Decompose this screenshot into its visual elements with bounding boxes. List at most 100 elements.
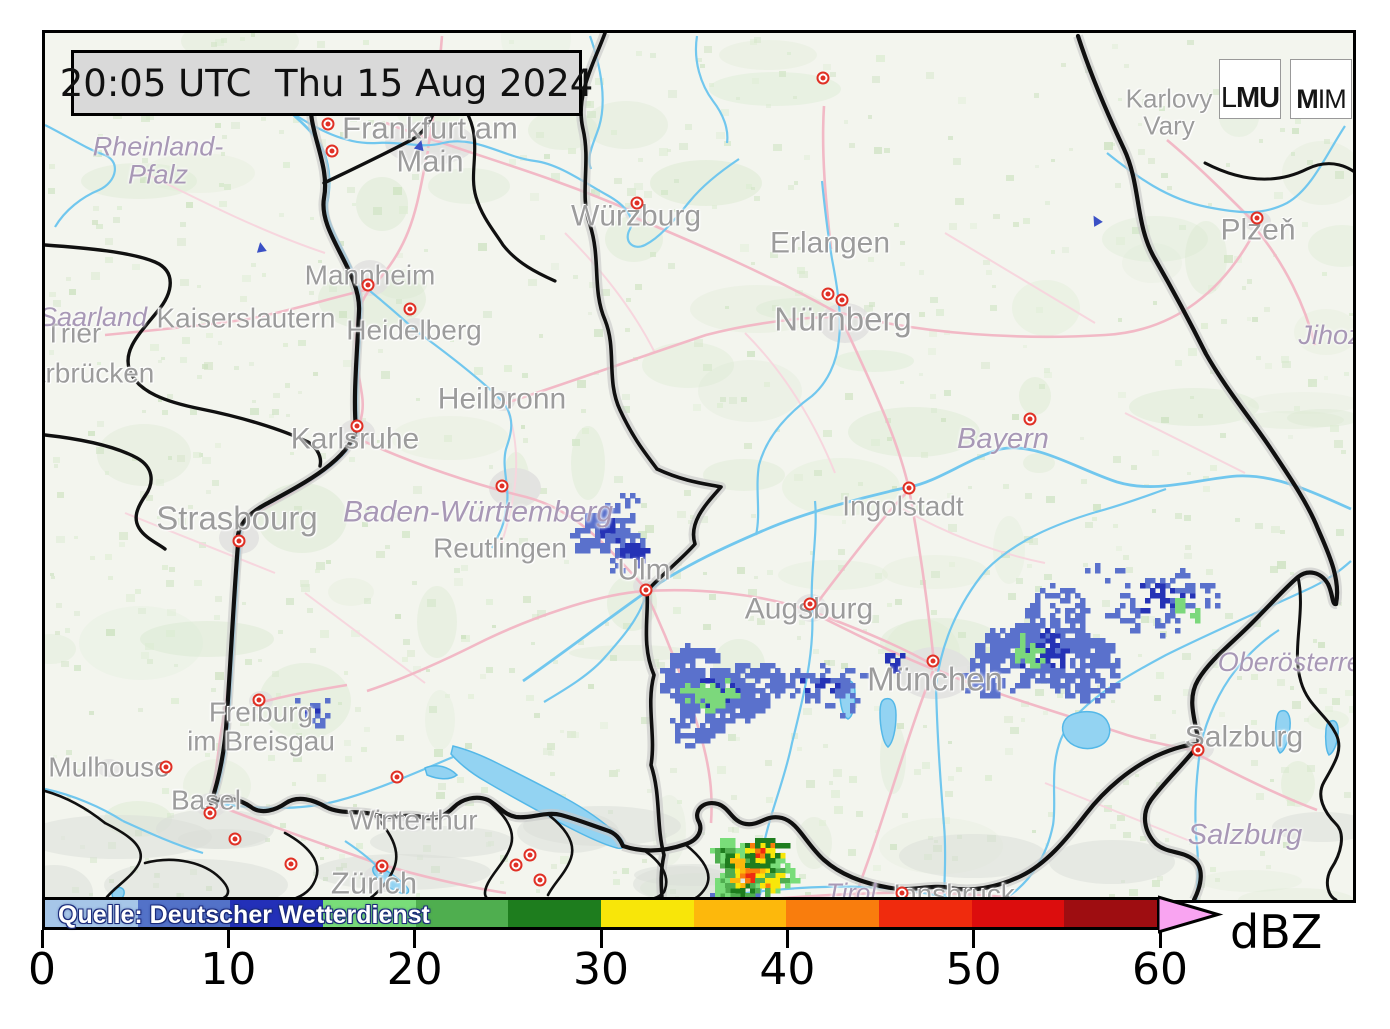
- colorbar-tick-label-0: 0: [28, 944, 56, 995]
- colorbar-segment-55-60: [1064, 900, 1158, 927]
- dbz-unit-label: dBZ: [1230, 905, 1323, 959]
- city-label-freiburg-im-breisgau: Freiburg im Breisgau: [187, 696, 335, 757]
- colorbar-tick-label-10: 10: [200, 944, 257, 995]
- border-saarland-south: [45, 433, 167, 551]
- lake-salzburg-1: [1274, 709, 1291, 754]
- city-marker-icon: [390, 770, 404, 784]
- city-marker-icon: [816, 71, 830, 85]
- borders-layer: [45, 33, 1353, 900]
- city-marker-icon: [325, 144, 339, 158]
- colorbar-tick-label-60: 60: [1132, 944, 1188, 995]
- colorbar-segment-20-25: [415, 900, 509, 927]
- city-label-n-rnberg: Nürnberg: [774, 300, 912, 338]
- colorbar-segment-25-30: [508, 900, 602, 927]
- colorbar-tick: [413, 930, 417, 948]
- cell-ulm-core-green: [680, 678, 741, 714]
- cell-munich-west-speck: [885, 653, 906, 674]
- city-label-ingolstadt: Ingolstadt: [842, 490, 964, 522]
- poi-triangle-icon: [1089, 213, 1103, 227]
- city-marker-icon: [252, 693, 266, 707]
- city-marker-icon: [375, 859, 389, 873]
- city-label-frankfurt-am-main: Frankfurt am Main: [342, 110, 518, 178]
- city-label-erlangen: Erlangen: [769, 226, 891, 260]
- cell-munich-ne-green: [1175, 598, 1186, 614]
- lake-chiemsee: [1061, 710, 1111, 750]
- city-marker-icon: [821, 287, 835, 301]
- city-label-m-nchen: München: [867, 660, 1003, 698]
- colorbar-segment-40-45: [786, 900, 880, 927]
- city-label-ulm: Ulm: [617, 553, 671, 587]
- city-marker-icon: [803, 597, 817, 611]
- colorbar-segment-10-15: [230, 900, 324, 927]
- colorbar-segment-45-50: [879, 900, 972, 927]
- source-attribution: Quelle: Deutscher Wetterdienst: [58, 901, 430, 929]
- colorbar-overflow-arrow-icon: [1158, 895, 1224, 934]
- colorbar-tick-label-20: 20: [386, 944, 443, 995]
- city-marker-icon: [228, 832, 242, 846]
- city-label-strasbourg: Strasbourg: [156, 499, 318, 537]
- city-label-heidelberg: Heidelberg: [346, 314, 482, 346]
- region-label-rheinland-pfalz: Rheinland- Pfalz: [92, 131, 224, 190]
- city-marker-icon: [902, 481, 916, 495]
- region-label-baden-w-rttemberg: Baden-Württemberg: [342, 495, 614, 529]
- lake-salzburg-2: [1324, 719, 1339, 756]
- mim-logo-text-bold: M: [1296, 84, 1318, 114]
- border-rhine-west: [208, 88, 362, 806]
- cell-freiburg-specks: [295, 698, 331, 729]
- city-marker-icon: [361, 278, 375, 292]
- colorbar-tick: [1158, 930, 1162, 948]
- border-czech: [1075, 33, 1340, 607]
- border-hessen-bayern: [441, 86, 557, 283]
- region-label-ober-sterreich: Oberösterreich: [1217, 646, 1353, 677]
- storm-alps-knob: [750, 873, 786, 899]
- storm-alps-north-core: [745, 838, 791, 874]
- city-marker-icon: [284, 857, 298, 871]
- city-marker-icon: [203, 806, 217, 820]
- mim-logo: M IM: [1290, 59, 1352, 119]
- timestamp-box: 20:05 UTC Thu 15 Aug 2024: [60, 50, 593, 116]
- border-austria-internal: [1295, 575, 1343, 900]
- map-frame: Frankfurt am Main Würzburg Erlangen Nürnber…: [42, 30, 1356, 903]
- city-marker-icon: [350, 419, 364, 433]
- mim-logo-text-light: IM: [1317, 84, 1347, 114]
- city-marker-icon: [1191, 743, 1205, 757]
- border-saarland-north: [45, 243, 323, 468]
- cell-munich-ne-green-2: [1190, 608, 1201, 624]
- colorbar-tick: [40, 930, 44, 948]
- poi-triangle-icon: [413, 138, 427, 152]
- region-label-bayern: Bayern: [957, 422, 1049, 455]
- city-label-saarbr-cken: Saarbrücken: [45, 357, 155, 389]
- border-bw-bayern: [579, 33, 723, 900]
- border-austria-germany: [620, 570, 1339, 892]
- lake-untersee: [424, 765, 459, 780]
- region-label-salzburg: Salzburg: [1187, 818, 1303, 851]
- colorbar-segment-30-35: [601, 900, 694, 927]
- timestamp-text: 20:05 UTC Thu 15 Aug 2024: [59, 61, 594, 105]
- colorbar-tick-label-40: 40: [759, 944, 816, 995]
- city-marker-icon: [232, 534, 246, 548]
- region-label-jihoz-pad: Jihozápad: [1298, 319, 1353, 350]
- city-marker-icon: [533, 873, 547, 887]
- city-label-reutlingen: Reutlingen: [433, 532, 567, 564]
- city-label-z-rich: Zürich: [330, 865, 418, 901]
- cell-stuttgart-east-core: [620, 543, 651, 569]
- city-label-winterthur: Winterthur: [348, 804, 478, 836]
- colorbar-segment-15-20: [323, 900, 416, 927]
- city-marker-icon: [1250, 211, 1264, 225]
- city-marker-icon: [509, 858, 523, 872]
- city-marker-icon: [639, 583, 653, 597]
- colorbar-tick: [226, 930, 230, 948]
- colorbar-segment-50-55: [971, 900, 1065, 927]
- lmu-logo-text-bold: MU: [1236, 82, 1280, 114]
- city-label-kaiserslautern: Kaiserslautern: [156, 302, 336, 334]
- colorbar-segment-35-40: [693, 900, 787, 927]
- lake-starnberger-see: [879, 697, 897, 748]
- cell-ulm-east-scatter: [765, 663, 871, 719]
- border-austria-salzburg-south: [1142, 741, 1203, 900]
- city-marker-icon: [630, 196, 644, 210]
- colorbar: [42, 897, 1160, 930]
- city-label-karlovy-vary: Karlovy Vary: [1125, 83, 1213, 141]
- city-label-mulhouse: Mulhouse: [48, 751, 170, 783]
- map-labels-layer: Frankfurt am Main Würzburg Erlangen Nürnber…: [45, 33, 1353, 900]
